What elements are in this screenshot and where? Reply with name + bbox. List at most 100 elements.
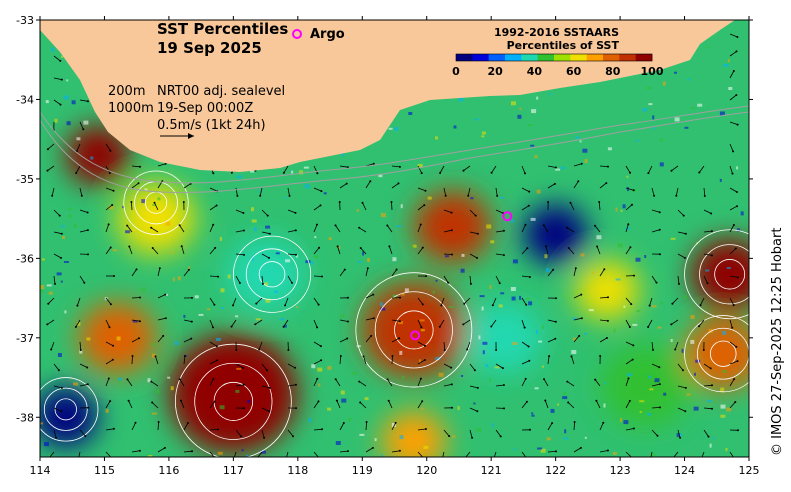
current-arrow	[599, 337, 608, 343]
current-arrow-head	[216, 359, 219, 362]
current-arrow	[467, 187, 471, 196]
sst-pixel	[118, 377, 123, 381]
current-arrow-head	[294, 366, 296, 369]
y-tick-label: -37	[16, 332, 34, 345]
current-arrow-head	[655, 281, 658, 284]
current-arrow	[671, 165, 679, 172]
current-arrow-head	[552, 268, 555, 271]
current-arrow	[128, 400, 133, 409]
current-arrow	[183, 355, 186, 365]
current-arrow-head	[158, 267, 161, 270]
current-arrow-head	[86, 211, 89, 214]
sealevel-contour	[697, 327, 749, 380]
current-arrow-head	[162, 334, 165, 337]
sst-pixel	[512, 342, 518, 345]
sst-pixel	[339, 314, 345, 318]
sst-pixel	[90, 156, 94, 160]
current-arrow	[729, 33, 738, 38]
sst-pixel	[579, 140, 582, 143]
current-arrow-head	[80, 194, 83, 197]
current-arrow	[417, 319, 422, 328]
current-arrow-head	[606, 449, 609, 452]
current-arrow-head	[420, 172, 423, 175]
sst-pixel	[265, 225, 271, 229]
current-arrow-head	[545, 245, 547, 248]
sst-pixel	[499, 196, 504, 199]
current-arrow	[703, 407, 713, 410]
sst-pixel	[584, 436, 587, 439]
current-arrow-head	[658, 366, 661, 369]
current-arrow	[339, 183, 347, 189]
percentile-anomaly	[523, 204, 588, 265]
current-arrow	[443, 363, 452, 368]
current-arrow-head	[648, 304, 651, 307]
current-arrow-head	[386, 378, 389, 381]
current-arrow	[599, 269, 605, 277]
current-arrow-head	[387, 399, 390, 402]
current-arrow	[79, 209, 88, 213]
current-arrow	[729, 297, 735, 306]
current-arrow-head	[659, 253, 661, 256]
sst-pixel	[482, 341, 488, 345]
sst-pixel	[615, 278, 621, 281]
sst-pixel	[603, 403, 606, 408]
current-arrow	[671, 319, 679, 325]
current-arrow-head	[130, 201, 133, 203]
sst-pixel	[674, 117, 680, 122]
sst-pixel	[274, 290, 278, 293]
current-arrow-head	[178, 224, 181, 227]
sst-pixel	[622, 204, 626, 209]
current-arrow	[131, 201, 133, 211]
sst-pixel	[420, 329, 425, 332]
sst-pixel	[247, 399, 251, 403]
current-arrow	[258, 341, 263, 350]
current-arrow-head	[598, 201, 601, 203]
current-arrow	[391, 183, 399, 189]
sst-pixel	[623, 420, 629, 425]
x-tick-label: 124	[674, 464, 695, 477]
current-arrow	[261, 253, 270, 259]
x-tick-label: 116	[158, 464, 179, 477]
current-arrow-head	[397, 182, 400, 185]
current-arrow	[469, 407, 478, 412]
current-arrow-head	[528, 359, 531, 362]
colorbar-tick-label: 40	[527, 65, 543, 78]
sst-pixel	[584, 332, 587, 335]
sst-pixel	[659, 138, 664, 142]
current-arrow-head	[569, 201, 572, 204]
colorbar-segment	[472, 54, 489, 61]
current-arrow-head	[731, 326, 734, 329]
current-arrow	[443, 229, 452, 233]
current-arrow	[261, 407, 270, 412]
current-arrow	[359, 381, 367, 387]
current-arrow	[152, 247, 159, 255]
current-arrow	[648, 165, 653, 174]
current-arrow-head	[491, 304, 494, 307]
current-arrow	[51, 187, 55, 196]
current-arrow	[700, 297, 705, 306]
current-arrow-head	[212, 172, 215, 175]
percentile-anomaly	[168, 333, 298, 454]
current-arrow-head	[334, 224, 337, 227]
colorbar-segment	[619, 54, 636, 61]
sst-pixel	[571, 350, 577, 354]
current-arrow-head	[127, 399, 130, 402]
sst-pixel	[219, 405, 225, 410]
current-arrow-head	[493, 459, 495, 461]
sst-pixel	[575, 136, 580, 139]
current-arrow	[729, 143, 734, 152]
current-arrow	[417, 165, 423, 174]
sst-pixel	[582, 148, 588, 153]
y-axis-ticks: -33 -34 -35 -36 -37 -38	[16, 14, 753, 424]
sst-pixel	[519, 295, 522, 300]
current-arrow-head	[528, 190, 531, 193]
current-arrow-head	[574, 267, 577, 270]
current-arrow-head	[79, 349, 82, 351]
current-arrow-head	[235, 349, 238, 351]
current-arrow-head	[84, 435, 87, 437]
current-arrow	[53, 77, 62, 80]
sst-pixel	[317, 367, 323, 372]
sst-pixel	[694, 372, 696, 376]
sst-pixel	[534, 155, 538, 159]
current-arrow	[234, 451, 237, 457]
